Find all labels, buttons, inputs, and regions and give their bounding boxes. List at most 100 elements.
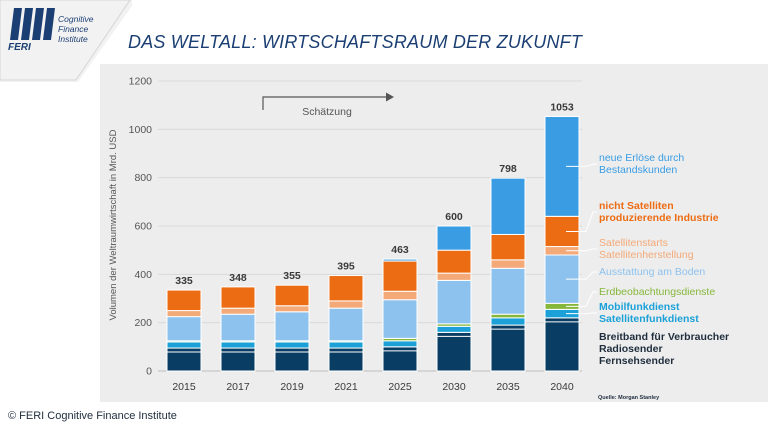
legend-leader-line: [566, 312, 597, 315]
estimate-arrow-line: [262, 96, 391, 110]
legend-item: Breitband für Verbraucher Radiosender Fern…: [599, 331, 729, 367]
bar-segment: [328, 341, 364, 349]
legend-item-label: Fernsehsender: [599, 355, 675, 367]
bar-segment: [490, 177, 526, 235]
bar-segment: [436, 249, 472, 274]
legend-item: Mobilfunkdienst Satellitenfunkdienst: [599, 301, 699, 325]
logo-stripes-icon: [10, 8, 55, 40]
bar-total-label: 798: [499, 163, 517, 175]
bar-segment: [166, 316, 202, 342]
bar-segment: [220, 307, 256, 315]
y-axis-ticks: 0 200 400 600 800 1000 1200: [129, 76, 153, 378]
bar-total-label: 335: [175, 275, 193, 287]
legend-item-label: Satellitenstarts: [599, 237, 668, 249]
x-tick-label: 2017: [226, 381, 250, 393]
source-note: Quelle: Morgan Stanley: [598, 395, 660, 401]
bar-segment: [490, 317, 526, 326]
bar-segment: [220, 341, 256, 349]
legend-item: neue Erlöse durch Bestandskunden: [599, 152, 684, 176]
bar-total-labels: 335 348 355 395 463 600 798 1053: [175, 102, 574, 288]
bar-segment: [274, 305, 310, 313]
x-axis-ticks: 2015 2017 2019 2021 2025 2030 2035 2040: [172, 381, 574, 393]
page-title: DAS WELTALL: WIRTSCHAFTSRAUM DER ZUKUNFT: [128, 32, 583, 52]
x-tick-label: 2025: [388, 381, 412, 393]
bar-segment: [328, 307, 364, 342]
legend-leader-line: [566, 291, 597, 307]
x-tick-label: 2015: [172, 381, 196, 393]
arrow-right-icon: [386, 92, 394, 102]
bar-segment: [490, 233, 526, 261]
x-tick-label: 2030: [442, 381, 466, 393]
bar-segment: [166, 341, 202, 349]
logo-graphic: FERI Cognitive Finance Institute: [0, 0, 132, 82]
y-axis-label: Volumen der Weltraumwirtschaft in Mrd. U…: [108, 129, 119, 320]
bar-total-label: 600: [445, 211, 463, 223]
bar-segment: [436, 325, 472, 333]
x-tick-label: 2019: [280, 381, 304, 393]
bar-segment: [436, 331, 472, 372]
chart-panel: [100, 64, 768, 402]
legend-item-label: Erdbeobachtungsdienste: [599, 286, 716, 298]
legend-item: Ausstattung am Boden: [599, 266, 705, 278]
bar-total-label: 348: [229, 272, 247, 284]
legend-item-label: nicht Satelliten: [599, 200, 674, 212]
bar-segment: [436, 225, 472, 251]
legend-item-label: Bestandskunden: [599, 164, 678, 176]
bar-segment: [544, 317, 580, 372]
bar-total-label: 463: [391, 244, 409, 256]
legend-leader-line: [566, 211, 597, 232]
legend-item: nicht Satelliten produzierende Industrie: [599, 200, 719, 224]
legend-leader-line: [566, 271, 597, 280]
bar-segment: [490, 267, 526, 315]
bar-segment: [328, 347, 364, 372]
logo-line-3: Institute: [58, 34, 88, 44]
bar-segment: [220, 286, 256, 309]
legend-item-label: Ausstattung am Boden: [599, 266, 706, 278]
bar-segment: [382, 260, 418, 292]
bar-total-label: 1053: [550, 102, 574, 114]
y-tick-label: 0: [146, 366, 152, 378]
y-tick-label: 600: [134, 221, 152, 233]
bar-segment: [274, 284, 310, 307]
legend-item: Satellitenstarts Satellitenherstellung: [599, 237, 694, 261]
legend-item-label: Breitband für Verbraucher: [599, 331, 730, 343]
bar-segment: [274, 347, 310, 372]
bar-segment: [274, 341, 310, 349]
bar-segment: [382, 299, 418, 339]
bar-segment: [382, 340, 418, 348]
bar-segment: [436, 272, 472, 281]
copyright: © FERI Cognitive Finance Institute: [8, 410, 177, 422]
legend-item-label: Mobilfunkdienst: [599, 301, 680, 313]
bar-segment: [166, 310, 202, 318]
legend-item-label: produzierende Industrie: [599, 212, 719, 224]
logo: FERI Cognitive Finance Institute: [0, 0, 132, 82]
legend-item-label: Satellitenherstellung: [599, 249, 694, 261]
bar-segment: [490, 313, 526, 319]
bar-segment: [382, 290, 418, 301]
bar-segment: [166, 347, 202, 372]
y-tick-label: 800: [134, 172, 152, 184]
legend-leader-line: [566, 248, 597, 252]
legend-item-label: Radiosender: [599, 343, 663, 355]
y-tick-label: 1200: [129, 76, 153, 88]
bar-total-label: 355: [283, 270, 301, 282]
y-tick-label: 400: [134, 269, 152, 281]
bar-segment: [166, 289, 202, 312]
chart-bars: [166, 116, 580, 372]
logo-brand: FERI: [8, 42, 31, 53]
x-tick-label: 2021: [334, 381, 358, 393]
legend-item-label: neue Erlöse durch: [599, 152, 685, 164]
estimate-arrow: Schätzung: [262, 92, 394, 118]
bar-segment: [490, 324, 526, 372]
bar-segment: [382, 258, 418, 262]
legend-item: Erdbeobachtungsdienste: [599, 286, 715, 298]
bar-segment: [436, 279, 472, 325]
bar-segment: [328, 300, 364, 309]
bar-segment: [220, 313, 256, 342]
bar-segment: [220, 347, 256, 372]
bar-total-label: 395: [337, 261, 355, 273]
x-tick-label: 2035: [496, 381, 520, 393]
y-tick-label: 1000: [129, 124, 153, 136]
legend-leaders: [566, 163, 597, 315]
